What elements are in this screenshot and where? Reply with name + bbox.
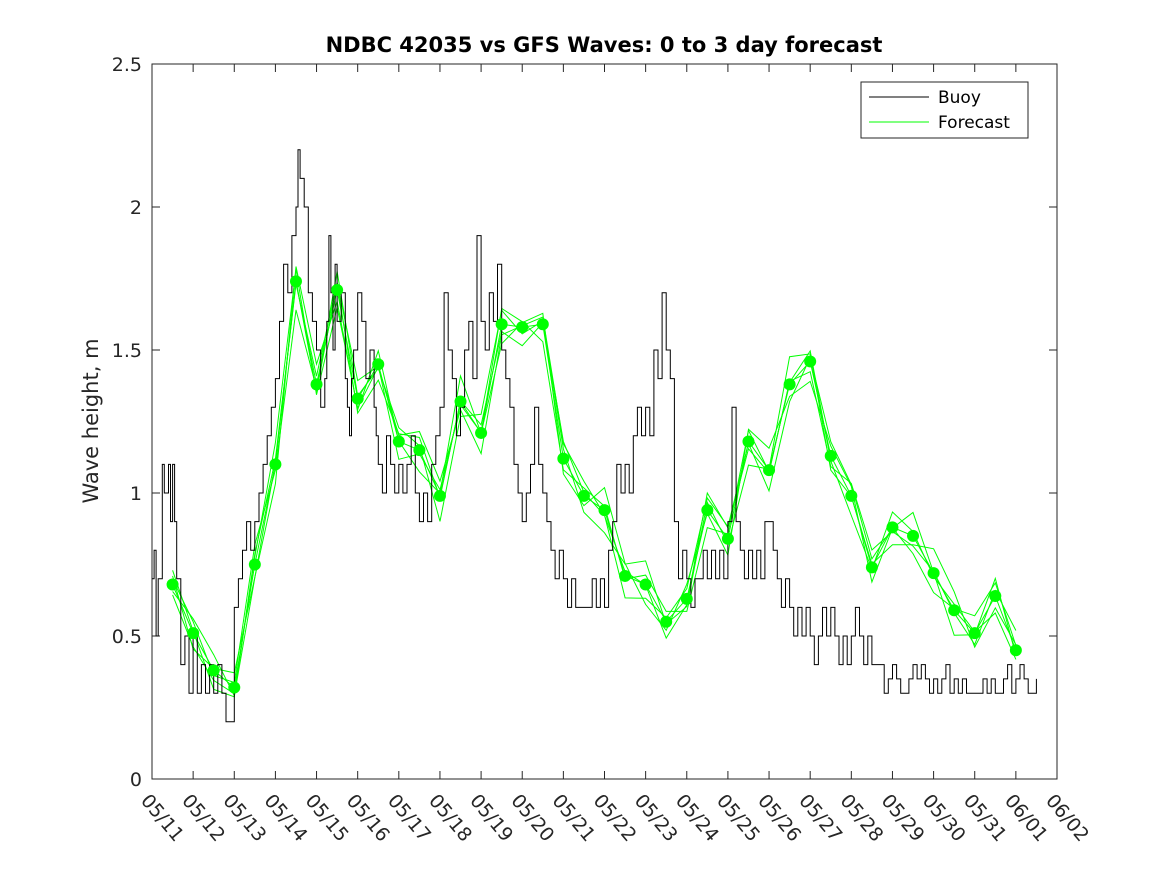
forecast-point bbox=[433, 489, 446, 502]
x-tick-label: 05/29 bbox=[877, 790, 929, 846]
forecast-point bbox=[948, 604, 961, 617]
legend-forecast-label: Forecast bbox=[938, 113, 1010, 133]
forecast-point bbox=[516, 321, 529, 334]
y-tick-label: 1.5 bbox=[112, 340, 142, 362]
axes-box bbox=[151, 63, 1058, 780]
x-tick-label: 05/23 bbox=[630, 790, 682, 846]
legend: Buoy Forecast bbox=[860, 81, 1029, 139]
x-tick-label: 05/30 bbox=[918, 790, 970, 846]
forecast-point bbox=[701, 504, 714, 517]
plot-area bbox=[151, 63, 1058, 780]
x-tick-label: 05/19 bbox=[465, 790, 517, 846]
forecast-point bbox=[865, 561, 878, 574]
forecast-point bbox=[392, 435, 405, 448]
forecast-line bbox=[172, 268, 1017, 695]
forecast-point bbox=[804, 355, 817, 368]
y-tick-label: 2.5 bbox=[112, 54, 142, 76]
forecast-line bbox=[172, 266, 1017, 674]
y-tick-label: 2 bbox=[130, 197, 142, 219]
x-tick-label: 05/21 bbox=[548, 790, 600, 846]
forecast-point bbox=[454, 395, 467, 408]
x-tick-label: 05/20 bbox=[506, 790, 558, 846]
forecast-point bbox=[783, 378, 796, 391]
x-tick-label: 05/16 bbox=[342, 790, 394, 846]
x-tick-label: 05/15 bbox=[301, 790, 353, 846]
y-tick-label: 1 bbox=[130, 483, 142, 505]
forecast-point bbox=[228, 681, 241, 694]
forecast-point bbox=[989, 589, 1002, 602]
forecast-point bbox=[372, 358, 385, 371]
x-tick-label: 05/18 bbox=[424, 790, 476, 846]
forecast-points bbox=[166, 275, 1022, 694]
legend-box bbox=[860, 81, 1029, 139]
forecast-point bbox=[639, 578, 652, 591]
x-tick-label: 05/14 bbox=[260, 790, 312, 846]
forecast-point bbox=[536, 318, 549, 331]
forecast-point bbox=[577, 489, 590, 502]
x-tick-label: 05/17 bbox=[383, 790, 435, 846]
forecast-point bbox=[721, 532, 734, 545]
forecast-point bbox=[207, 664, 220, 677]
forecast-point bbox=[660, 615, 673, 628]
forecast-point bbox=[187, 627, 200, 640]
forecast-point bbox=[824, 449, 837, 462]
legend-buoy-label: Buoy bbox=[938, 88, 981, 108]
x-tick-label: 05/27 bbox=[794, 790, 846, 846]
forecast-point bbox=[557, 452, 570, 465]
forecast-line bbox=[172, 282, 1017, 698]
buoy-series bbox=[152, 149, 1037, 723]
forecast-point bbox=[598, 504, 611, 517]
forecast-point bbox=[248, 558, 261, 571]
forecast-point bbox=[475, 426, 488, 439]
forecast-point bbox=[351, 392, 364, 405]
forecast-lines bbox=[172, 266, 1017, 698]
forecast-point bbox=[1009, 644, 1022, 657]
forecast-point bbox=[927, 567, 940, 580]
y-axis-label: Wave height, m bbox=[79, 338, 103, 503]
y-axis: 0 0.5 1 1.5 2 2.5 bbox=[112, 54, 1057, 791]
forecast-point bbox=[331, 283, 344, 296]
forecast-point bbox=[310, 378, 323, 391]
x-tick-label: 05/26 bbox=[753, 790, 805, 846]
x-tick-label: 05/31 bbox=[959, 790, 1011, 846]
forecast-point bbox=[742, 435, 755, 448]
x-tick-label: 05/28 bbox=[835, 790, 887, 846]
forecast-point bbox=[907, 529, 920, 542]
y-tick-label: 0 bbox=[130, 769, 142, 791]
buoy-line bbox=[152, 149, 1037, 723]
x-tick-label: 05/25 bbox=[712, 790, 764, 846]
forecast-point bbox=[166, 578, 179, 591]
x-tick-label: 05/22 bbox=[589, 790, 641, 846]
x-tick-label: 06/01 bbox=[1000, 790, 1052, 846]
forecast-point bbox=[269, 458, 282, 471]
forecast-point bbox=[413, 444, 426, 457]
forecast-point bbox=[495, 318, 508, 331]
forecast-point bbox=[289, 275, 302, 288]
x-tick-label: 05/13 bbox=[218, 790, 270, 846]
x-tick-label: 05/12 bbox=[177, 790, 229, 846]
x-tick-label: 05/24 bbox=[671, 790, 723, 846]
forecast-point bbox=[680, 592, 693, 605]
x-tick-label: 05/11 bbox=[136, 790, 188, 846]
chart-title: NDBC 42035 vs GFS Waves: 0 to 3 day fore… bbox=[326, 33, 883, 57]
forecast-point bbox=[763, 464, 776, 477]
x-tick-label: 06/02 bbox=[1041, 790, 1093, 846]
forecast-point bbox=[886, 521, 899, 534]
y-tick-label: 0.5 bbox=[112, 626, 142, 648]
forecast-point bbox=[845, 489, 858, 502]
forecast-point bbox=[619, 569, 632, 582]
forecast-point bbox=[968, 627, 981, 640]
